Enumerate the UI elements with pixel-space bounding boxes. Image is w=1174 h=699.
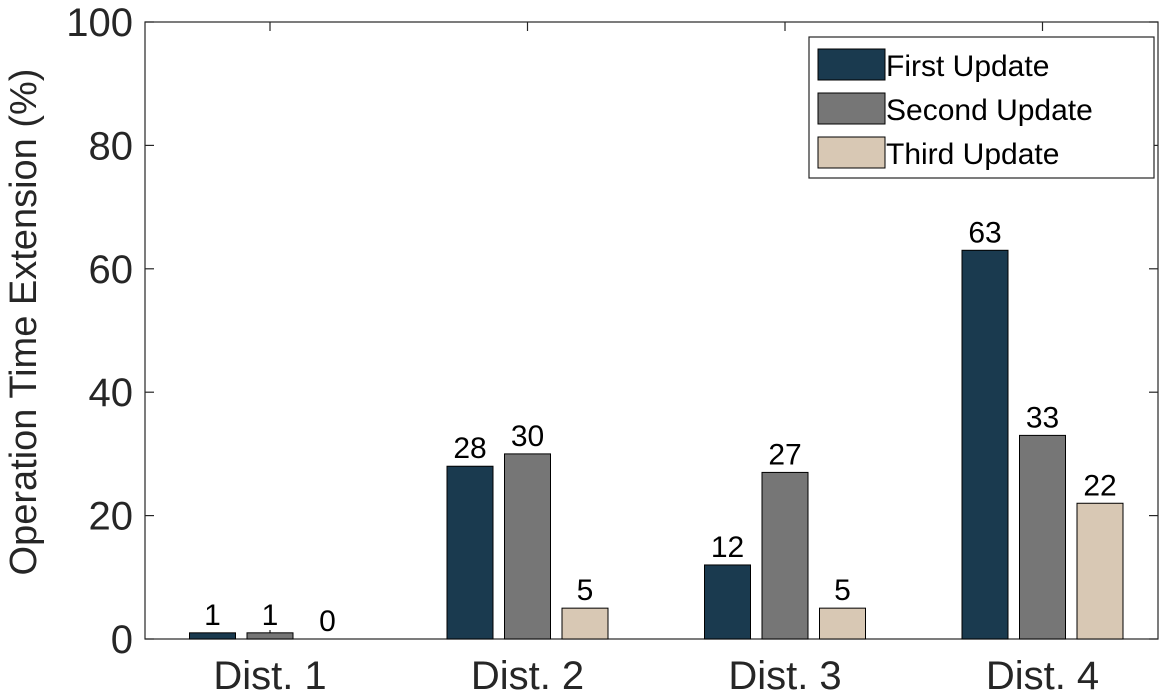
bar [446,465,494,640]
legend-label: Third Update [886,138,1059,171]
data-label: 5 [834,574,851,607]
legend-swatch [817,92,886,125]
bar [504,453,551,640]
bar [819,607,866,640]
legend-swatch [817,136,886,169]
bar [961,249,1009,640]
data-label: 0 [319,605,336,638]
y-tick-label: 0 [111,618,133,662]
data-label: 1 [262,599,279,632]
plot-frame [144,21,1159,640]
y-tick-label: 40 [89,371,134,415]
bar [189,632,236,640]
x-tick-label: Dist. 1 [213,654,326,698]
x-tick-label: Dist. 3 [728,654,841,698]
bar [761,471,809,640]
bar [246,632,294,640]
y-tick-label: 100 [66,1,133,45]
data-label: 30 [511,420,544,453]
data-label: 63 [968,216,1001,249]
y-tick-label: 80 [89,124,134,168]
bar [561,607,609,640]
y-axis-label: Operation Time Extension (%) [3,69,45,576]
data-label: 12 [711,531,744,564]
bar [1076,502,1124,640]
data-label: 5 [577,574,594,607]
x-tick-label: Dist. 2 [471,654,584,698]
legend: First Update Second Update Third Update [808,36,1155,179]
y-tick-label: 20 [89,495,134,539]
legend-label: First Update [886,50,1049,83]
legend-label: Second Update [886,94,1093,127]
bar [704,564,751,640]
data-label: 22 [1083,469,1116,502]
legend-swatch [817,48,886,81]
data-label: 1 [204,599,221,632]
data-label: 27 [768,438,801,471]
y-tick-label: 60 [89,248,134,292]
x-tick-label: Dist. 4 [986,654,1099,698]
data-label: 28 [453,432,486,465]
data-label: 33 [1026,401,1059,434]
bar [1019,434,1066,640]
